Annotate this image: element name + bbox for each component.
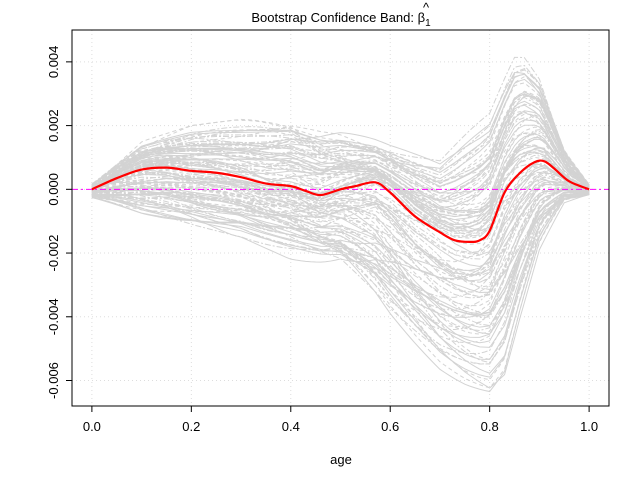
bootstrap-curve-39 — [91, 158, 590, 255]
bootstrap-curve-15 — [91, 171, 590, 281]
bootstrap-curve-88 — [91, 193, 590, 327]
chart-title-hat: ^ — [423, 0, 430, 15]
y-tick-label-2: 0.000 — [46, 173, 61, 206]
estimate-curve — [91, 159, 590, 244]
y-tick-label-3: -0.002 — [46, 235, 61, 272]
bootstrap-curve-86 — [91, 192, 590, 360]
chart-title-subscript: 1 — [425, 18, 431, 29]
bootstrap-curve-85 — [91, 167, 590, 253]
bootstrap-curve-77 — [91, 193, 590, 317]
y-tick-label-4: -0.004 — [46, 298, 61, 335]
bootstrap-curve-118 — [91, 189, 590, 277]
x-tick-label-4: 0.8 — [481, 419, 499, 434]
chart-title: Bootstrap Confidence Band: β1 — [251, 10, 431, 29]
y-tick-label-0: 0.004 — [46, 46, 61, 79]
bootstrap-curve-91 — [91, 112, 590, 194]
chart-title-prefix: Bootstrap Confidence Band: — [251, 10, 417, 25]
bootstrap-curve-52 — [91, 193, 590, 365]
bootstrap-curve-106 — [91, 152, 590, 214]
bootstrap-curve-90 — [91, 178, 590, 307]
bootstrap-curve-13 — [91, 115, 590, 230]
y-tick-label-1: 0.002 — [46, 109, 61, 142]
x-tick-label-0: 0.0 — [83, 419, 101, 434]
x-axis-label: age — [330, 452, 352, 467]
bootstrap-curve-94 — [91, 182, 590, 331]
bootstrap-curve-18 — [91, 192, 590, 389]
bootstrap-curve-93 — [91, 167, 590, 258]
bootstrap-curve-63 — [91, 192, 590, 381]
bootstrap-curve-1 — [91, 65, 590, 186]
bootstrap-curve-71 — [91, 177, 590, 344]
bootstrap-curve-112 — [91, 117, 590, 210]
y-tick-label-5: -0.006 — [46, 362, 61, 399]
bootstrap-curve-12 — [91, 111, 590, 189]
bootstrap-curve-102 — [91, 171, 590, 288]
bootstrap-curve-98 — [91, 91, 590, 187]
bootstrap-curve-99 — [91, 94, 590, 202]
x-tick-label-1: 0.2 — [182, 419, 200, 434]
bootstrap-curve-115 — [91, 103, 590, 200]
bootstrap-curve-117 — [91, 146, 590, 263]
bootstrap-curve-103 — [91, 154, 590, 232]
bootstrap-curve-114 — [91, 152, 590, 214]
bootstrap-curve-116 — [91, 192, 590, 315]
bootstrap-curve-83 — [91, 151, 590, 212]
bootstrap-curve-119 — [91, 110, 590, 202]
bootstrap-curve-46 — [91, 56, 590, 186]
chart-title-symbol: β — [418, 10, 425, 25]
bootstrap-curve-51 — [91, 182, 590, 283]
bootstrap-curve-26 — [91, 188, 590, 276]
x-tick-label-2: 0.4 — [282, 419, 300, 434]
bootstrap-curve-24 — [91, 93, 590, 187]
x-axis: 0.0 0.2 0.4 0.6 0.8 1.0 — [83, 406, 598, 434]
bootstrap-curve-92 — [91, 159, 590, 280]
x-tick-label-5: 1.0 — [580, 419, 598, 434]
bootstrap-curve-55 — [91, 132, 590, 226]
bootstrap-curve-111 — [91, 90, 590, 197]
x-tick-label-3: 0.6 — [381, 419, 399, 434]
bootstrap-curve-104 — [91, 193, 590, 348]
bootstrap-curve-113 — [91, 193, 590, 374]
bootstrap-curve-61 — [91, 183, 590, 283]
y-axis: 0.004 0.002 0.000 -0.002 -0.004 -0.006 — [46, 46, 72, 399]
plot-frame — [71, 29, 610, 407]
bootstrap-curve-49 — [91, 186, 590, 298]
bootstrap-curve-105 — [91, 132, 590, 226]
bootstrap-curve-109 — [91, 138, 590, 230]
bootstrap-curve-42 — [91, 95, 590, 215]
bootstrap-curve-110 — [91, 73, 590, 186]
bootstrap-curve-81 — [91, 132, 590, 203]
bootstrap-curve-75 — [91, 171, 590, 234]
